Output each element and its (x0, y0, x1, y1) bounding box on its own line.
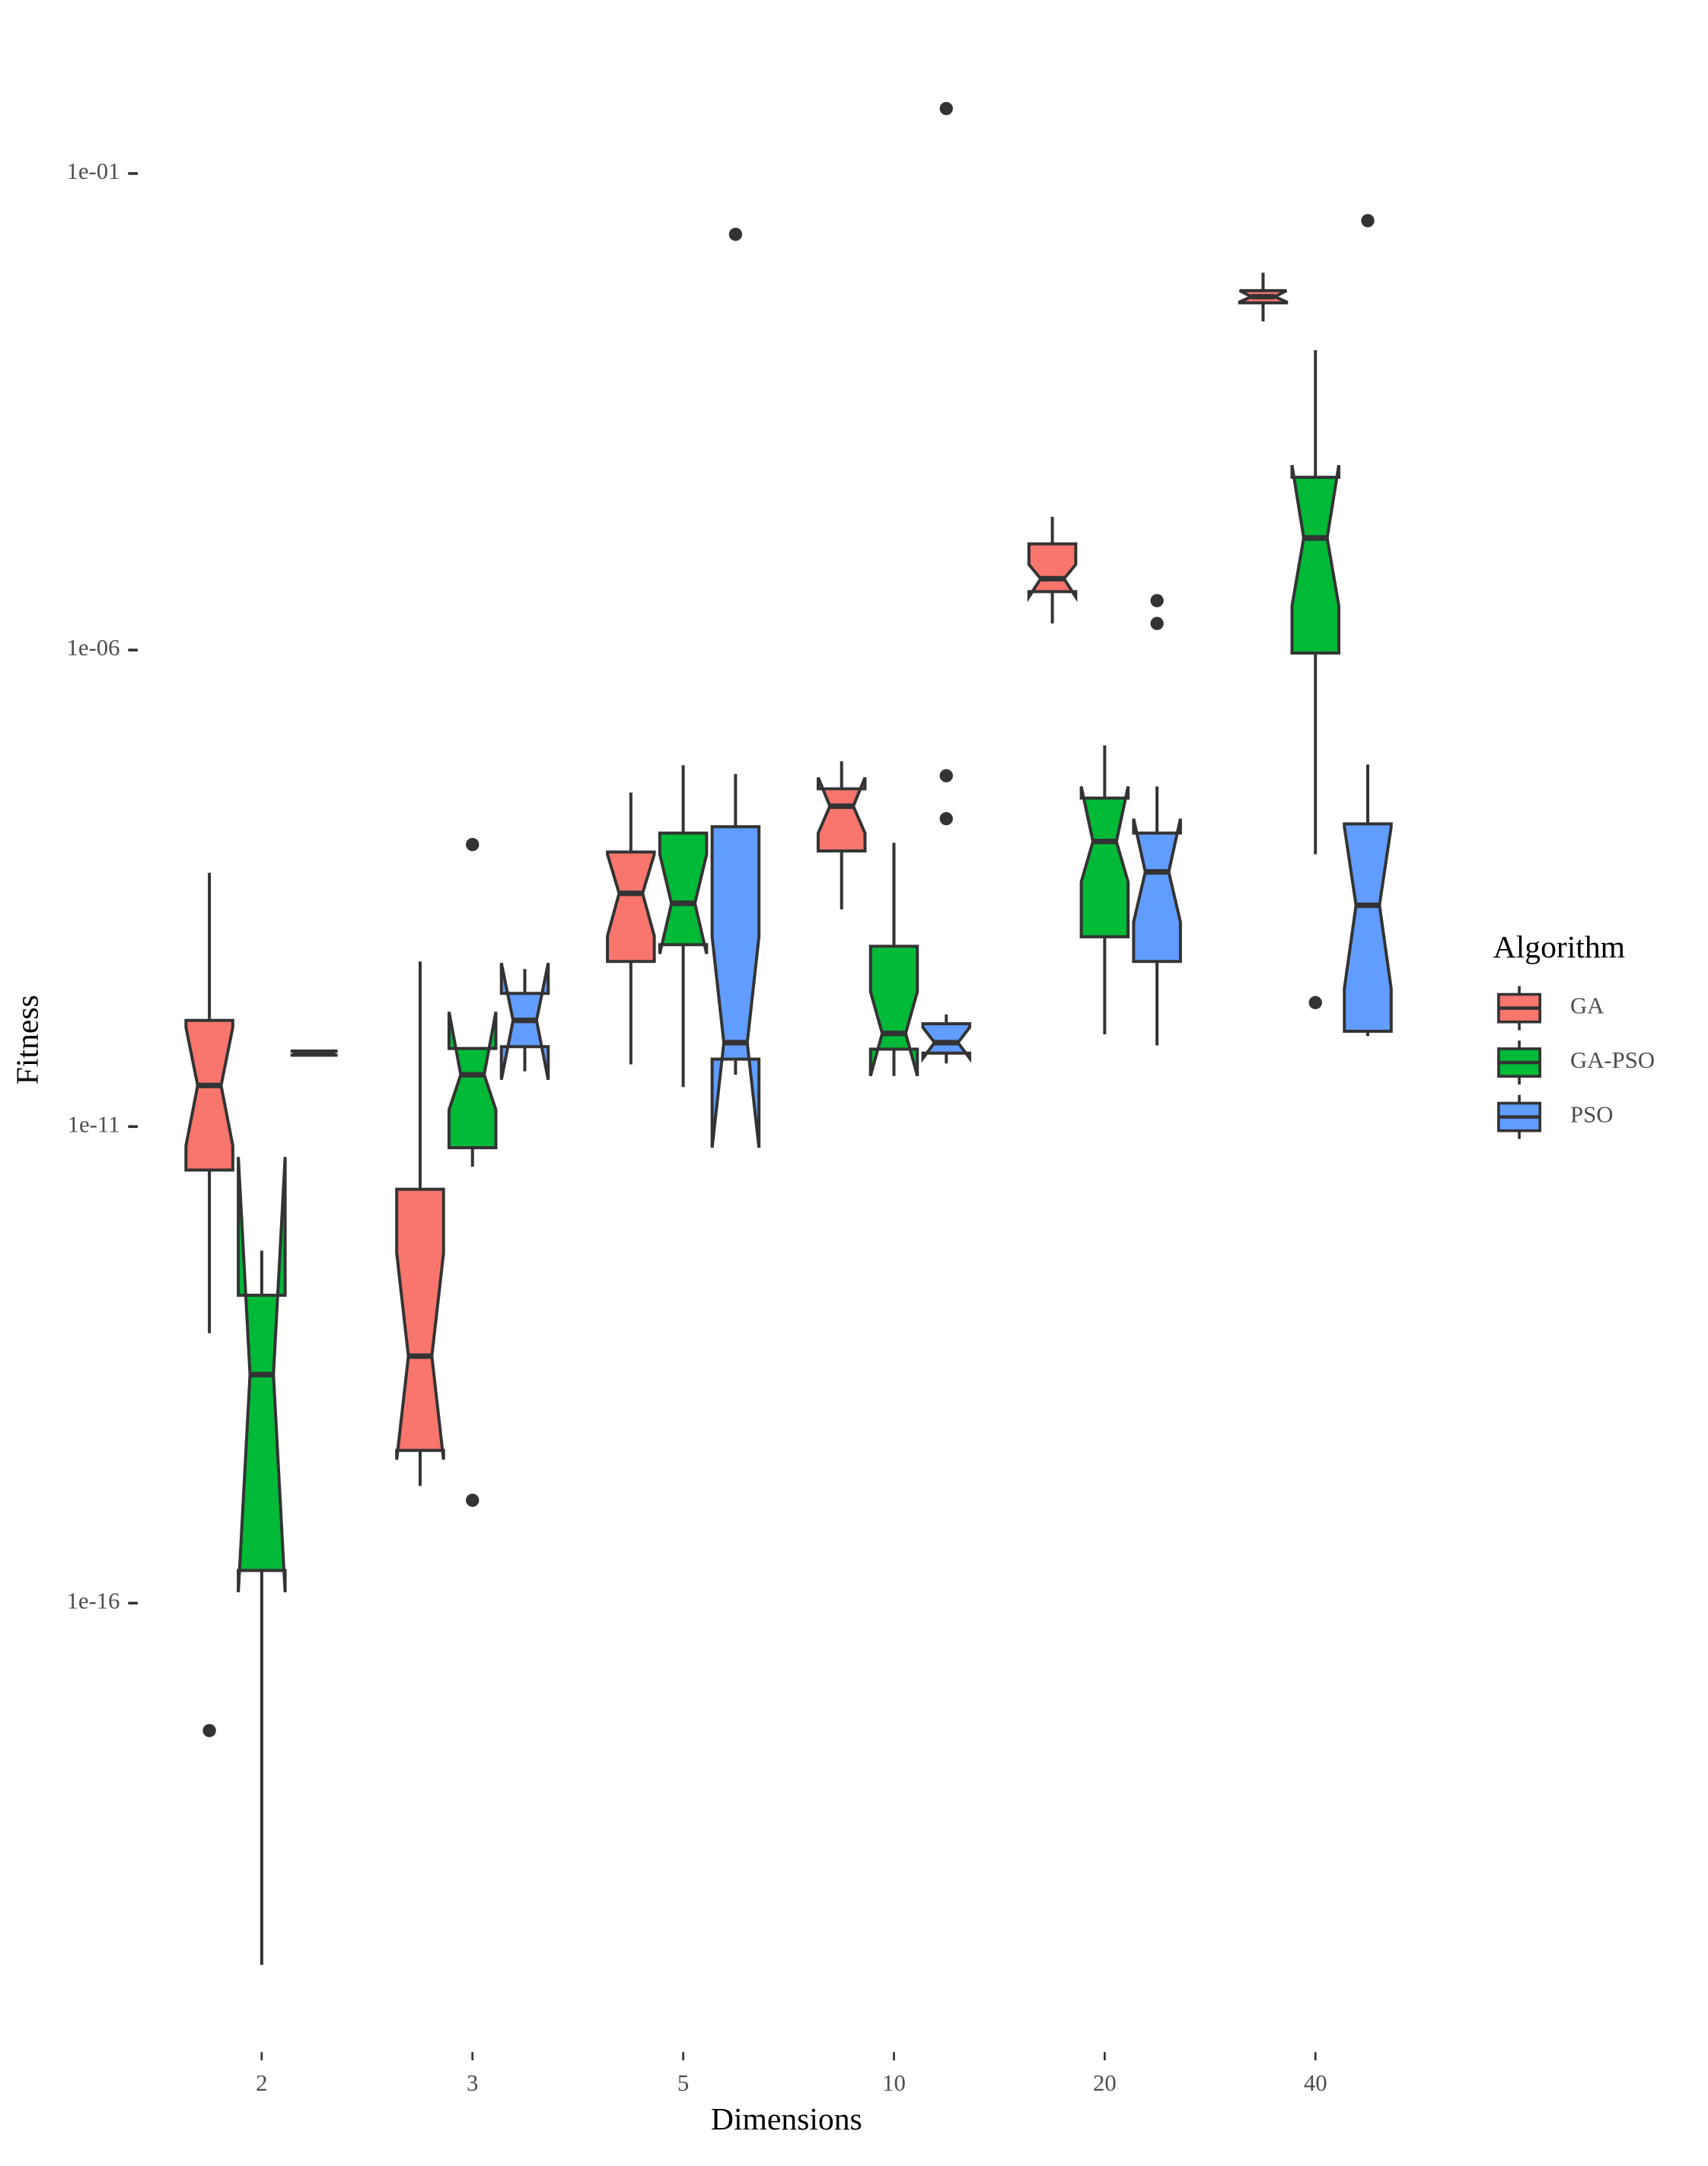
legend-label: GA (1570, 993, 1604, 1019)
x-tick-label: 5 (677, 2070, 689, 2096)
box (1079, 786, 1130, 938)
outlier (1308, 995, 1322, 1010)
box (868, 944, 919, 1077)
x-axis-title: Dimensions (711, 2102, 862, 2137)
box (395, 1187, 445, 1460)
box (1343, 822, 1393, 1034)
legend-label: PSO (1570, 1102, 1613, 1128)
box (184, 1018, 234, 1172)
y-tick-label: 1e-01 (66, 158, 119, 184)
outlier (939, 101, 953, 116)
outlier (1150, 594, 1164, 607)
outlier (466, 1493, 480, 1507)
box (1290, 464, 1340, 655)
x-tick-label: 3 (467, 2070, 478, 2096)
box (606, 850, 656, 964)
outlier (728, 228, 743, 241)
y-tick-label: 1e-06 (66, 635, 119, 661)
outlier (1361, 214, 1375, 228)
x-tick-label: 40 (1304, 2070, 1327, 2096)
outlier (1150, 616, 1164, 630)
x-tick-label: 2 (256, 2070, 267, 2096)
y-axis-title: Fitness (10, 995, 45, 1085)
legend-title: Algorithm (1493, 930, 1625, 965)
y-tick-label: 1e-16 (66, 1588, 119, 1613)
box (447, 1011, 498, 1150)
box (816, 776, 867, 853)
box (1027, 542, 1078, 603)
y-tick-label: 1e-11 (68, 1111, 120, 1137)
box (710, 825, 761, 1148)
outlier (939, 769, 953, 782)
x-tick-label: 10 (882, 2070, 906, 2096)
outlier (202, 1724, 216, 1738)
legend-label: GA-PSO (1570, 1047, 1655, 1073)
box (658, 831, 709, 954)
outlier (939, 812, 953, 826)
x-tick-label: 20 (1093, 2070, 1117, 2096)
outlier (466, 838, 480, 852)
box (1132, 818, 1182, 964)
